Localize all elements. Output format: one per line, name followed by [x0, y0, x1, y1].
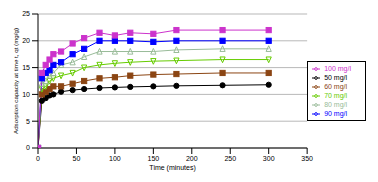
svg-text:150: 150	[148, 155, 160, 162]
svg-text:10: 10	[22, 91, 30, 98]
html-text:90 mg/l: 90 mg/l	[324, 110, 348, 118]
svg-text:25: 25	[22, 10, 30, 17]
svg-text:15: 15	[22, 64, 30, 71]
svg-text:0: 0	[26, 144, 30, 151]
svg-text:Time (minutes): Time (minutes)	[149, 164, 195, 172]
svg-text:0: 0	[36, 155, 40, 162]
svg-text:100: 100	[109, 155, 121, 162]
html-text:100 mg/l: 100 mg/l	[324, 64, 351, 72]
svg-text:250: 250	[224, 155, 236, 162]
html-text:60 mg/l: 60 mg/l	[324, 82, 348, 90]
svg-text:50: 50	[73, 155, 81, 162]
svg-text:20: 20	[22, 37, 30, 44]
svg-text:Adsorption capacity at time t,: Adsorption capacity at time t, qt (mg/g)	[12, 28, 19, 134]
html-text:50 mg/l: 50 mg/l	[324, 73, 348, 81]
svg-text:200: 200	[186, 155, 198, 162]
svg-text:350: 350	[301, 155, 313, 162]
html-text:70 mg/l: 70 mg/l	[324, 92, 348, 99]
svg-text:5: 5	[26, 118, 30, 125]
html-text:80 mg/l: 80 mg/l	[324, 101, 348, 109]
svg-text:300: 300	[263, 155, 275, 162]
